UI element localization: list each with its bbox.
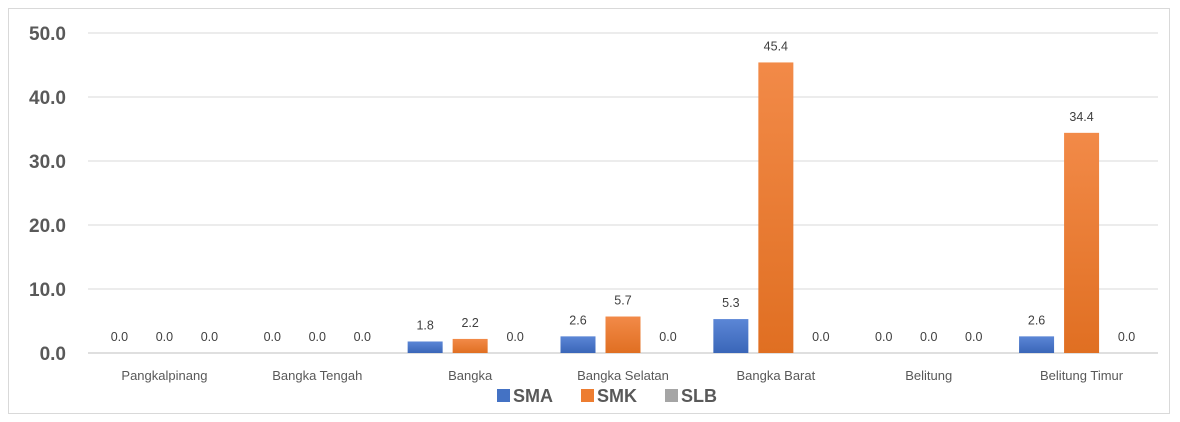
data-label: 0.0 bbox=[156, 330, 173, 344]
x-tick-label: Belitung bbox=[905, 368, 952, 383]
gridlines bbox=[88, 32, 1158, 354]
data-label: 0.0 bbox=[659, 330, 676, 344]
data-label: 0.0 bbox=[1118, 330, 1135, 344]
data-label: 1.8 bbox=[416, 318, 433, 332]
legend: SMA SMK SLB bbox=[497, 386, 717, 406]
bar-smk bbox=[452, 338, 488, 353]
data-label: 2.6 bbox=[1028, 313, 1045, 327]
bar-smk bbox=[605, 316, 641, 353]
legend-swatch-smk bbox=[581, 389, 594, 402]
y-axis-tick-labels: 0.0 10.0 20.0 30.0 40.0 50.0 bbox=[29, 24, 66, 365]
legend-swatch-slb bbox=[665, 389, 678, 402]
data-labels: 0.0 0.0 0.0 0.0 0.0 0.0 1.8 2.2 0.0 2.6 5.7 0.0 5.3 4… bbox=[111, 39, 1136, 344]
legend-label-slb: SLB bbox=[681, 386, 717, 406]
data-label: 0.0 bbox=[111, 330, 128, 344]
x-tick-label: Bangka Barat bbox=[736, 368, 815, 383]
data-label: 0.0 bbox=[264, 330, 281, 344]
data-label: 0.0 bbox=[920, 330, 937, 344]
bar-smk bbox=[1064, 132, 1100, 353]
x-tick-label: Bangka Tengah bbox=[272, 368, 362, 383]
bars bbox=[407, 62, 1100, 353]
data-label: 34.4 bbox=[1069, 110, 1093, 124]
data-label: 0.0 bbox=[812, 330, 829, 344]
y-tick-label: 40.0 bbox=[29, 88, 66, 109]
data-label: 0.0 bbox=[875, 330, 892, 344]
legend-swatch-sma bbox=[497, 389, 510, 402]
data-label: 0.0 bbox=[506, 330, 523, 344]
bar-sma bbox=[1019, 336, 1055, 353]
data-label: 5.7 bbox=[614, 294, 631, 308]
y-tick-label: 0.0 bbox=[40, 344, 66, 365]
data-label: 0.0 bbox=[965, 330, 982, 344]
data-label: 2.2 bbox=[461, 316, 478, 330]
bar-smk bbox=[758, 62, 794, 353]
x-axis-tick-labels: Pangkalpinang Bangka Tengah Bangka Bangka S… bbox=[121, 368, 1123, 383]
data-label: 0.0 bbox=[354, 330, 371, 344]
y-tick-label: 20.0 bbox=[29, 216, 66, 237]
data-label: 5.3 bbox=[722, 296, 739, 310]
x-tick-label: Bangka Selatan bbox=[577, 368, 669, 383]
legend-label-smk: SMK bbox=[597, 386, 637, 406]
data-label: 0.0 bbox=[201, 330, 218, 344]
data-label: 0.0 bbox=[309, 330, 326, 344]
bar-sma bbox=[713, 319, 749, 353]
bar-sma bbox=[560, 336, 596, 353]
y-tick-label: 50.0 bbox=[29, 24, 66, 45]
x-tick-label: Bangka bbox=[448, 368, 493, 383]
bar-sma bbox=[407, 341, 443, 353]
legend-label-sma: SMA bbox=[513, 386, 553, 406]
x-tick-label: Pangkalpinang bbox=[121, 368, 207, 383]
y-tick-label: 30.0 bbox=[29, 152, 66, 173]
x-tick-label: Belitung Timur bbox=[1040, 368, 1124, 383]
data-label: 2.6 bbox=[569, 313, 586, 327]
data-label: 45.4 bbox=[764, 39, 788, 53]
y-tick-label: 10.0 bbox=[29, 280, 66, 301]
